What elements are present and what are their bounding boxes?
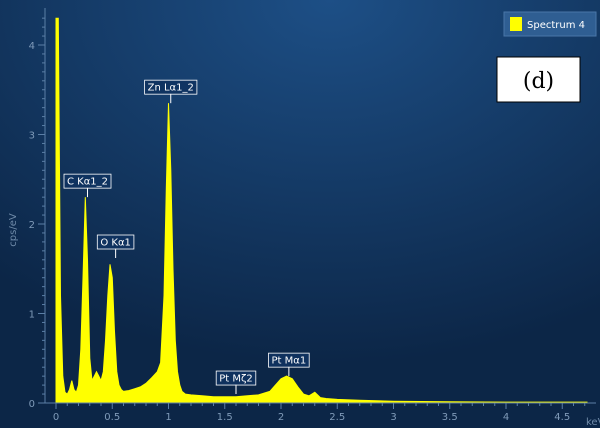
x-tick-label: 1 [165, 412, 171, 423]
y-tick-label: 4 [29, 41, 35, 52]
peak-label-box [144, 79, 198, 95]
x-tick-label: 1.5 [217, 412, 233, 423]
panel-label-box: (d) [496, 56, 581, 103]
y-axis-title: cps/eV [8, 213, 19, 247]
annotation-layer: C Kα1_2 O Kα1 Zn Lα1_2 Pt Mζ2 Pt Mα1 [63, 79, 310, 395]
peak-label: Pt Mζ2 [219, 374, 253, 385]
x-tick-label: 0.5 [104, 412, 120, 423]
peak-annotation: Pt Mα1 [268, 352, 310, 377]
x-tick-label: 0 [53, 412, 59, 423]
peak-label-box [63, 173, 112, 189]
peak-annotation: Zn Lα1_2 [144, 79, 198, 104]
panel-label: (d) [523, 69, 554, 94]
x-tick-label: 4.5 [554, 412, 570, 423]
x-tick-label: 3.5 [442, 412, 458, 423]
y-tick-label: 0 [29, 399, 35, 410]
peak-label: Pt Mα1 [272, 356, 307, 367]
x-tick-label: 4 [503, 412, 509, 423]
peak-annotation: O Kα1 [96, 234, 135, 259]
peak-label: C Kα1_2 [67, 177, 108, 188]
peak-label-box [96, 234, 135, 250]
y-tick-label: 2 [29, 220, 35, 231]
panel-label-background [496, 56, 581, 103]
peak-label: Zn Lα1_2 [148, 83, 194, 94]
y-tick-label: 3 [29, 131, 35, 142]
peak-label: O Kα1 [100, 238, 131, 249]
x-tick-label: 2.5 [329, 412, 345, 423]
spectrum-area-0 [55, 17, 588, 404]
peak-annotation: C Kα1_2 [63, 173, 112, 198]
peak-annotation: Pt Mζ2 [215, 370, 257, 395]
legend-swatch [510, 17, 522, 31]
legend-entry-spectrum: Spectrum 4 [527, 20, 585, 31]
x-tick-label: 2 [278, 412, 284, 423]
spectrum-layer [55, 17, 588, 404]
axes-layer: 0 0.5 1 1.5 2 2.5 3 3.5 4 4.5 0 1 2 3 4 [29, 8, 596, 423]
y-tick-label: 1 [29, 310, 35, 321]
x-axis-title: keV [586, 417, 600, 428]
x-tick-label: 3 [390, 412, 396, 423]
peak-label-box [215, 370, 257, 386]
legend: Spectrum 4 [503, 11, 597, 37]
peak-label-box [268, 352, 310, 368]
